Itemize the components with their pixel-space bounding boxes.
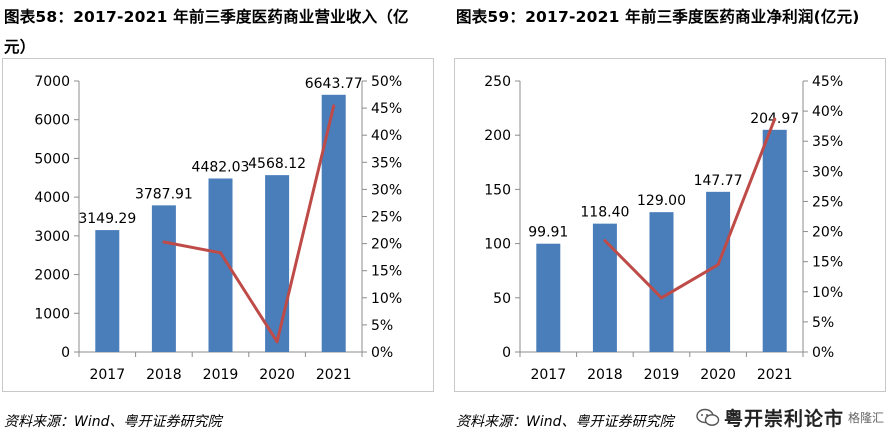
y-tick-label-left: 200 xyxy=(484,128,511,144)
bar xyxy=(592,223,617,352)
y-tick-label-right: 40% xyxy=(812,104,843,120)
bar xyxy=(536,243,561,352)
bar-value-label: 99.91 xyxy=(528,225,568,241)
y-tick-label-left: 50 xyxy=(493,291,511,307)
y-tick-label-right: 25% xyxy=(371,210,402,226)
y-tick-label-right: 40% xyxy=(371,128,402,144)
right-chart-panel: 图表59：2017-2021 年前三季度医药商业净利润(亿元) 0 50 100 15… xyxy=(452,0,888,439)
y-tick-label-left: 4000 xyxy=(34,190,70,206)
y-tick-label-right: 0% xyxy=(812,345,834,361)
bar-value-label: 3787.91 xyxy=(135,186,193,202)
y-tick-label-left: 150 xyxy=(484,182,511,198)
y-tick-label-right: 30% xyxy=(812,164,843,180)
x-tick-label: 2020 xyxy=(259,367,295,383)
source-note: 资料来源：Wind、粤开证券研究院 xyxy=(456,414,674,430)
left-chart-panel: 图表58：2017-2021 年前三季度医药商业营业收入（亿元） 0 1000 20… xyxy=(0,0,436,439)
y-tick-label-right: 50% xyxy=(371,74,402,90)
y-tick-label-left: 5000 xyxy=(34,151,70,167)
chat-bubble-icon xyxy=(696,408,720,426)
x-tick-label: 2017 xyxy=(530,367,566,383)
x-tick-label: 2021 xyxy=(757,367,793,383)
chart-frame: 0 50 100 150 200 250 0% 5% 10% 15% 20% 25% 30% 35% 40%… xyxy=(454,58,886,392)
x-tick-label: 2017 xyxy=(89,367,125,383)
x-tick-label: 2021 xyxy=(316,367,352,383)
y-tick-label-right: 15% xyxy=(812,255,843,271)
x-tick-label: 2020 xyxy=(700,367,736,383)
growth-point xyxy=(332,104,336,108)
growth-point xyxy=(660,296,663,300)
bar xyxy=(706,191,731,352)
watermark: 粤开崇利论市 格隆汇 xyxy=(696,404,884,431)
y-tick-label-left: 2000 xyxy=(34,268,70,284)
y-tick-label-right: 25% xyxy=(812,194,843,210)
y-tick-label-left: 100 xyxy=(484,237,511,253)
growth-line xyxy=(603,118,777,300)
y-tick-label-left: 7000 xyxy=(34,74,70,90)
y-tick-label-left: 250 xyxy=(484,74,511,90)
bar-value-label: 4482.03 xyxy=(192,159,250,175)
watermark-sub: 格隆汇 xyxy=(847,411,884,425)
bar-value-label: 6643.77 xyxy=(305,76,363,92)
bar xyxy=(151,205,176,352)
y-tick-label-right: 45% xyxy=(371,101,402,117)
y-tick-label-right: 5% xyxy=(812,315,834,331)
growth-point xyxy=(162,240,166,244)
growth-point xyxy=(716,263,720,267)
y-tick-label-right: 20% xyxy=(371,237,402,253)
watermark-name: 粤开崇利论市 xyxy=(723,408,844,430)
chart-frame: 0 1000 2000 3000 4000 5000 6000 7000 0% 5% 10% 15% 2… xyxy=(2,58,434,392)
x-tick-label: 2019 xyxy=(203,367,239,383)
y-tick-label-right: 10% xyxy=(371,291,402,307)
bar xyxy=(95,230,120,352)
growth-point xyxy=(219,251,222,255)
source-note: 资料来源：Wind、粤开证券研究院 xyxy=(4,414,222,430)
y-tick-label-right: 35% xyxy=(812,134,843,150)
y-tick-label-right: 30% xyxy=(371,182,402,198)
bar-value-label: 147.77 xyxy=(694,173,743,189)
bar-value-label: 4568.12 xyxy=(248,156,306,172)
bar xyxy=(649,212,674,352)
bar xyxy=(265,175,290,352)
bar xyxy=(321,94,346,352)
y-tick-label-left: 3000 xyxy=(34,229,70,245)
revenue-chart: 0 1000 2000 3000 4000 5000 6000 7000 0% 5% 10% 15% 2… xyxy=(34,74,402,383)
bar-value-label: 129.00 xyxy=(637,193,686,209)
growth-point xyxy=(275,340,279,344)
figure-title: 图表58：2017-2021 年前三季度医药商业营业收入（亿元） xyxy=(4,8,409,56)
growth-point xyxy=(773,117,777,121)
x-tick-label: 2019 xyxy=(644,367,680,383)
y-tick-label-right: 5% xyxy=(371,318,393,334)
y-tick-label-left: 0 xyxy=(61,345,70,361)
y-tick-label-right: 35% xyxy=(371,155,402,171)
y-tick-label-right: 10% xyxy=(812,285,843,301)
y-tick-label-left: 0 xyxy=(502,345,511,361)
figure-title: 图表59：2017-2021 年前三季度医药商业净利润(亿元) xyxy=(456,8,860,26)
x-tick-label: 2018 xyxy=(587,367,623,383)
y-tick-label-right: 45% xyxy=(812,74,843,90)
y-tick-label-left: 6000 xyxy=(34,113,70,129)
growth-line xyxy=(163,105,336,344)
bar-value-label: 3149.29 xyxy=(78,211,136,227)
growth-point xyxy=(603,239,607,243)
x-tick-label: 2018 xyxy=(146,367,182,383)
y-tick-label-right: 20% xyxy=(812,225,843,241)
y-tick-label-right: 0% xyxy=(371,345,393,361)
y-tick-label-left: 1000 xyxy=(34,306,70,322)
bar-value-label: 118.40 xyxy=(580,205,629,221)
y-tick-label-right: 15% xyxy=(371,264,402,280)
profit-chart: 0 50 100 150 200 250 0% 5% 10% 15% 20% 25% 30% 35% 40%… xyxy=(484,74,843,383)
bar xyxy=(762,129,787,352)
